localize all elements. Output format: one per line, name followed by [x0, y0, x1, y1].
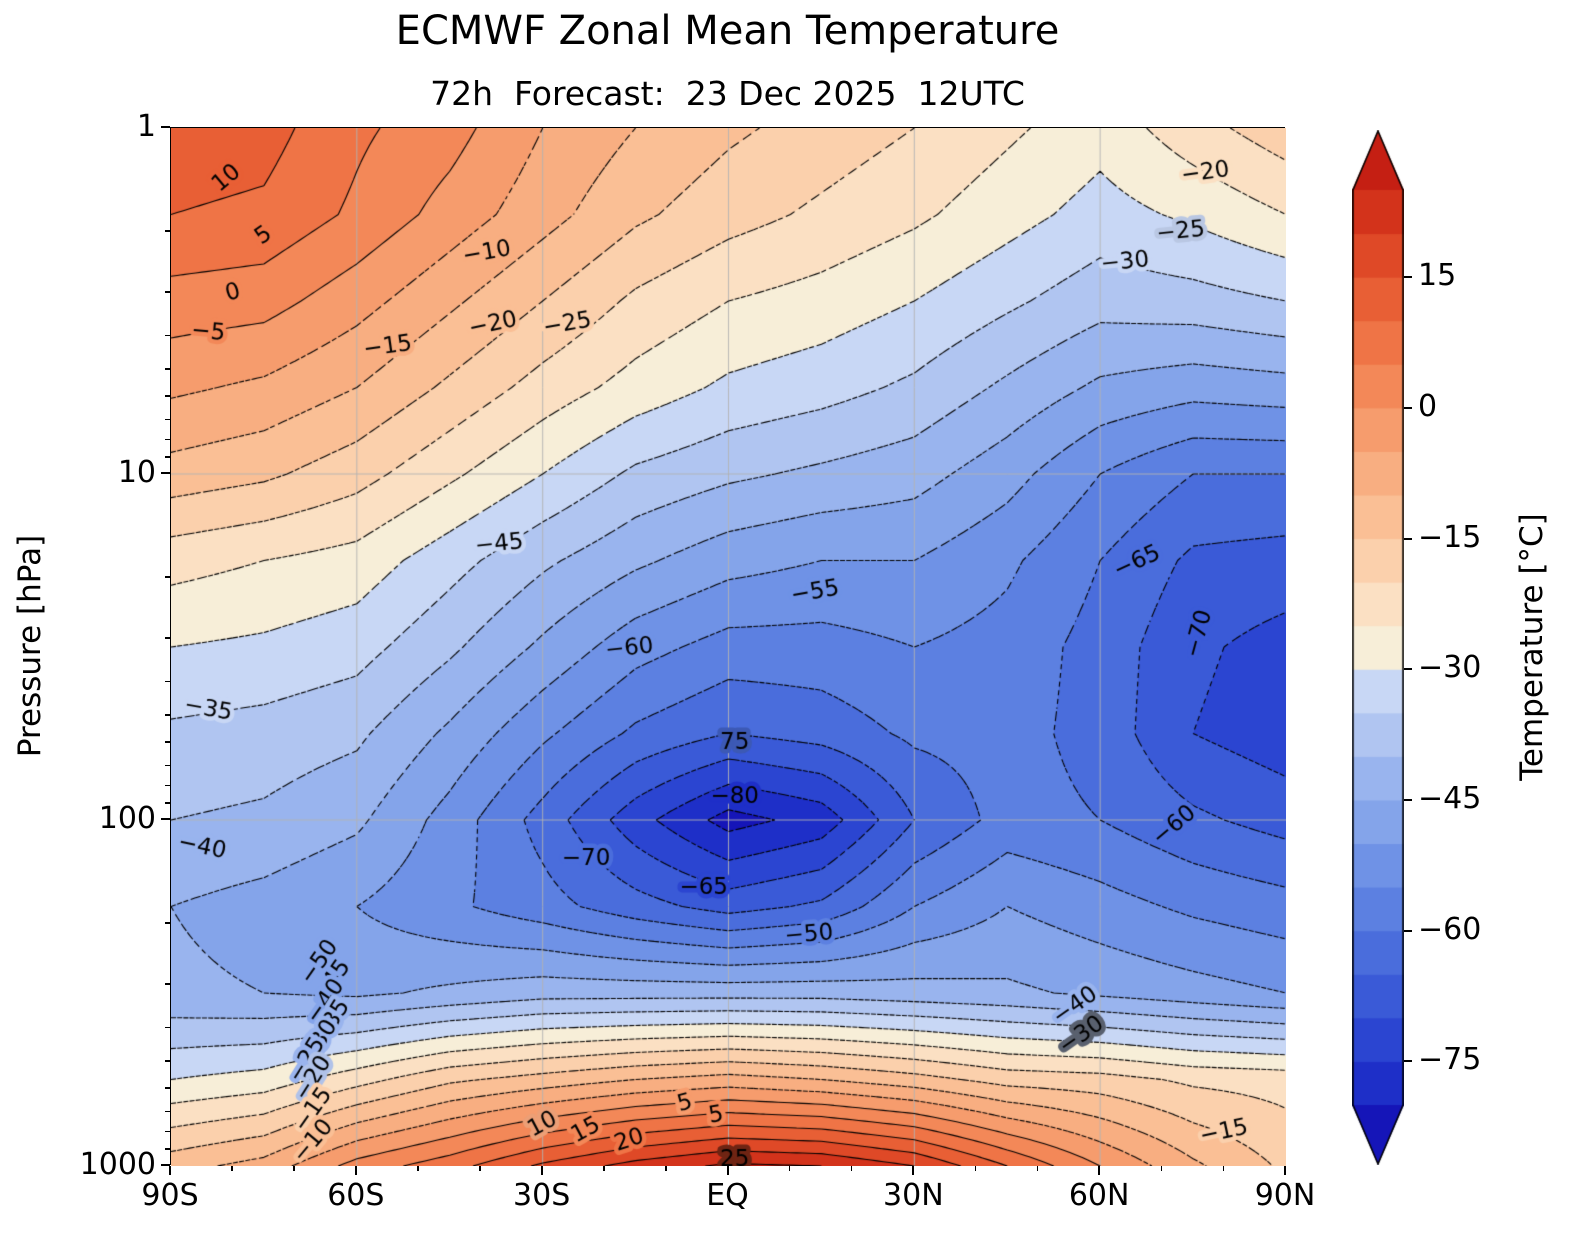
y-minor-tick-mark [165, 764, 170, 767]
x-tick-label: 30S [513, 1178, 571, 1213]
colorbar [1352, 130, 1404, 1165]
x-minor-tick-mark [231, 1166, 233, 1171]
x-minor-tick-mark [665, 1166, 667, 1171]
colorbar-label: Temperature [°C] [1514, 513, 1550, 781]
colorbar-tick-mark [1404, 276, 1412, 279]
x-tick-label: 90N [1254, 1178, 1316, 1213]
y-tick-label: 100 [98, 801, 156, 836]
x-minor-tick-mark [603, 1166, 605, 1171]
y-minor-tick-mark [165, 1087, 170, 1089]
x-minor-tick-mark [1160, 1166, 1163, 1171]
y-minor-tick-mark [165, 418, 170, 421]
chart-title: ECMWF Zonal Mean Temperature [395, 8, 1060, 54]
y-tick-mark [161, 818, 170, 820]
colorbar-tick-mark [1404, 799, 1412, 801]
colorbar-tick-mark [1404, 929, 1412, 932]
y-minor-tick-mark [165, 680, 170, 683]
colorbar-tick-label: −75 [1418, 1042, 1482, 1078]
x-minor-tick-mark [850, 1166, 853, 1171]
y-minor-tick-mark [165, 291, 170, 293]
colorbar-tick-mark [1404, 406, 1412, 409]
x-tick-label: 30N [883, 1178, 944, 1213]
colorbar-tick-label: 0 [1418, 388, 1438, 424]
y-tick-label: 1 [136, 109, 156, 144]
colorbar-tick-label: −60 [1418, 911, 1482, 947]
y-minor-tick-mark [165, 637, 170, 639]
y-minor-tick-mark [165, 983, 170, 985]
x-tick-label: EQ [706, 1178, 749, 1213]
y-minor-tick-mark [165, 784, 170, 787]
y-minor-tick-mark [165, 714, 170, 716]
y-tick-mark [161, 126, 170, 128]
x-minor-tick-mark [479, 1166, 481, 1171]
x-tick-mark [912, 1166, 915, 1175]
x-tick-mark [726, 1166, 729, 1175]
x-tick-mark [1098, 1166, 1101, 1175]
x-minor-tick-mark [788, 1166, 791, 1171]
y-minor-tick-mark [165, 802, 170, 804]
colorbar-tick-mark [1404, 1060, 1412, 1063]
y-minor-tick-mark [165, 368, 170, 370]
colorbar-tick-label: −30 [1418, 650, 1482, 686]
y-minor-tick-mark [165, 456, 170, 458]
colorbar-tick-label: −45 [1418, 781, 1482, 816]
x-tick-label: 90S [141, 1178, 199, 1213]
colorbar-tick-label: 15 [1418, 258, 1457, 294]
y-minor-tick-mark [165, 334, 170, 337]
plot-area [170, 127, 1286, 1166]
y-minor-tick-mark [165, 1026, 170, 1029]
y-minor-tick-mark [165, 230, 170, 232]
contour-field-canvas [171, 128, 1286, 1166]
x-minor-tick-mark [417, 1166, 419, 1171]
chart-subtitle: 72h Forecast: 23 Dec 2025 12UTC [430, 74, 1025, 113]
y-minor-tick-mark [165, 922, 170, 924]
x-tick-mark [540, 1166, 543, 1175]
x-tick-label: 60S [327, 1178, 385, 1213]
y-minor-tick-mark [165, 741, 170, 743]
x-tick-label: 60N [1068, 1178, 1130, 1213]
colorbar-tick-mark [1404, 668, 1412, 671]
x-tick-mark [1284, 1166, 1286, 1175]
y-minor-tick-mark [165, 438, 170, 441]
y-tick-label: 1000 [79, 1147, 156, 1182]
y-tick-mark [161, 472, 170, 474]
y-tick-label: 10 [117, 455, 156, 490]
x-tick-mark [354, 1166, 357, 1175]
y-minor-tick-mark [165, 576, 170, 578]
x-minor-tick-mark [1036, 1166, 1039, 1171]
y-axis-label: Pressure [hPa] [12, 534, 48, 758]
x-minor-tick-mark [1222, 1166, 1225, 1171]
x-tick-mark [169, 1166, 171, 1175]
y-minor-tick-mark [165, 1110, 170, 1113]
x-minor-tick-mark [293, 1166, 295, 1171]
y-tick-mark [161, 1164, 170, 1166]
y-minor-tick-mark [165, 1130, 170, 1133]
x-minor-tick-mark [974, 1166, 977, 1171]
y-minor-tick-mark [165, 1148, 170, 1150]
colorbar-tick-mark [1404, 537, 1412, 540]
colorbar-tick-label: −15 [1418, 519, 1482, 555]
y-minor-tick-mark [165, 1060, 170, 1062]
y-minor-tick-mark [165, 395, 170, 397]
